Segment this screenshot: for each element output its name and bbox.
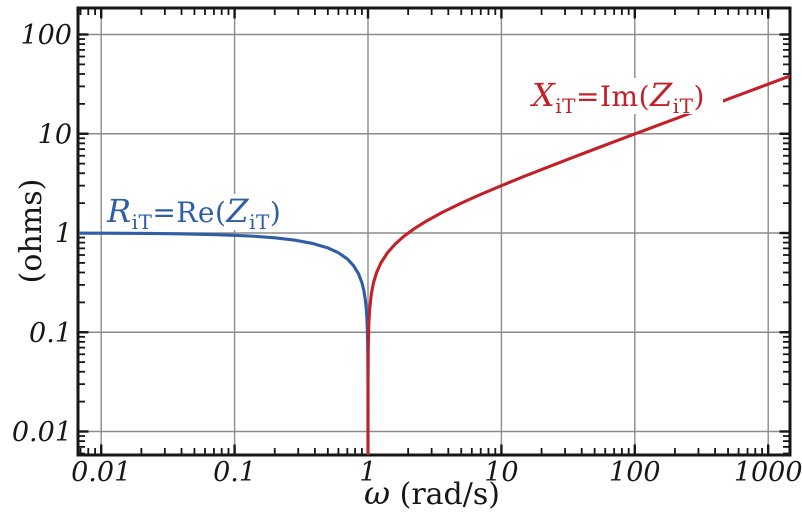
real-part-curve-label: RiT=Re(ZiT) [102, 192, 294, 234]
tick-labels: 0.01 0.1 1 10 100 1000 0.01 0.1 1 10 100 [12, 20, 802, 488]
label-background [102, 194, 294, 230]
x-tick-label: 1000 [734, 457, 802, 488]
axis-ticks [79, 9, 789, 455]
y-tick-label: 10 [38, 119, 72, 150]
x-tick-label: 1 [359, 457, 376, 488]
x-axis-title-text: ω (rad/s) [364, 474, 500, 512]
y-axis-title: (ohms) [14, 179, 49, 284]
x-tick-label: 10 [484, 457, 518, 488]
y-tick-label: 0.1 [29, 318, 72, 349]
imaginary-part-label-text: XiT=Im(ZiT) [529, 76, 705, 118]
imaginary-part-curve-label: XiT=Im(ZiT) [527, 76, 723, 118]
x-tick-label: 0.1 [213, 457, 256, 488]
y-tick-label: 0.01 [12, 417, 72, 448]
y-axis-title-text: (ohms) [14, 179, 49, 284]
real-part-label-text: RiT=Re(ZiT) [106, 192, 281, 234]
x-axis-title: ω (rad/s) [364, 474, 500, 512]
x-tick-label: 0.01 [71, 457, 131, 488]
plot-frame [76, 6, 792, 457]
y-tick-label: 1 [55, 219, 72, 250]
curves [78, 74, 790, 455]
x-tick-label: 100 [609, 457, 661, 488]
y-tick-label: 100 [20, 20, 72, 51]
label-background [527, 78, 723, 114]
